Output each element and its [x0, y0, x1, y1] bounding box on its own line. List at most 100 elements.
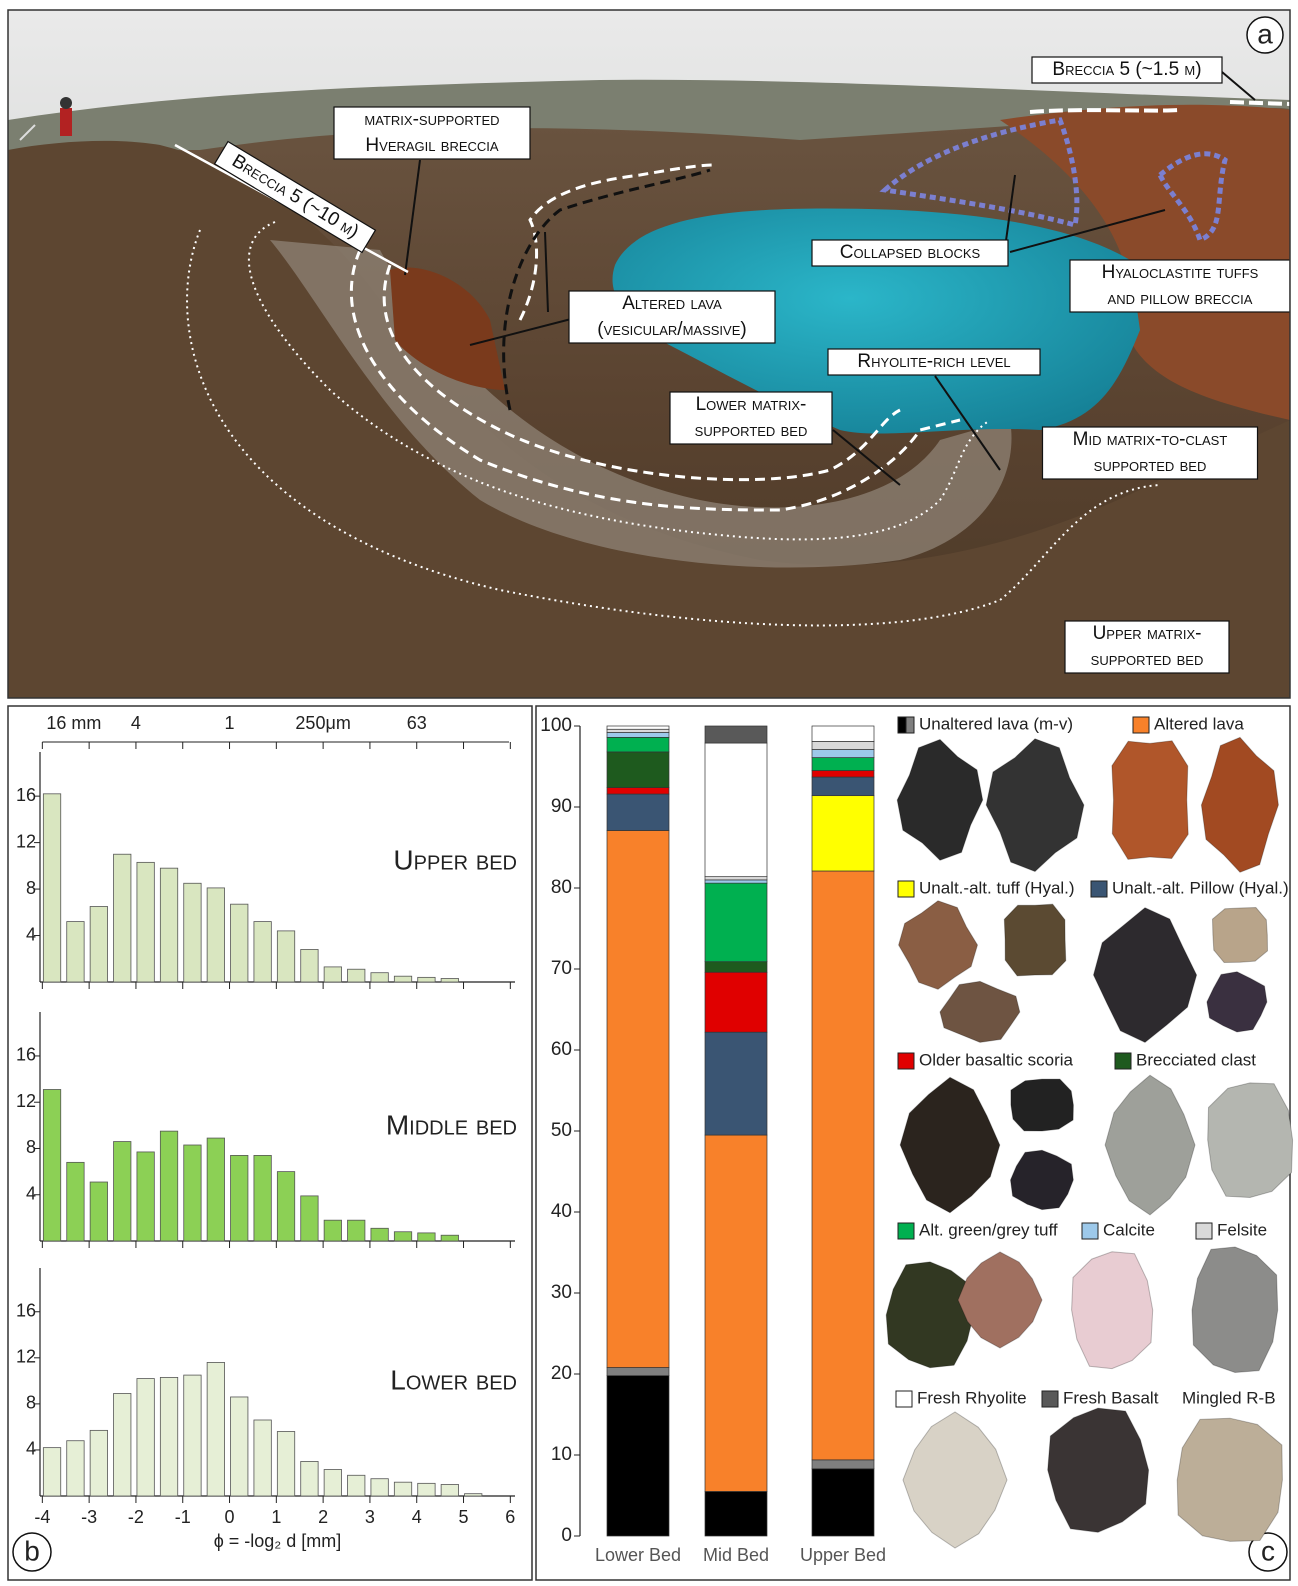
legend-swatch — [1132, 716, 1150, 734]
annotation-text: supported bed — [1094, 455, 1207, 476]
bar-segment — [704, 742, 768, 878]
histogram-bar — [370, 1227, 389, 1242]
clast-photo — [1111, 740, 1189, 860]
annotation-text: Lower matrix- — [696, 394, 807, 415]
annotation-box — [1031, 56, 1223, 84]
histogram-bar — [136, 861, 155, 983]
histogram-bar — [66, 921, 85, 983]
histogram-bar — [323, 966, 342, 983]
histogram-bar — [393, 975, 413, 983]
histogram-bar — [42, 1089, 62, 1242]
x-tick-label: 3 — [365, 1507, 375, 1527]
bar-segment — [704, 882, 768, 963]
y-tick-label: 40 — [551, 1201, 572, 1222]
legend-label: Alt. green/grey tuff — [919, 1220, 1058, 1239]
annotation-text: Hyaloclastite tuffs — [1102, 262, 1259, 283]
x-tick-label: Lower Bed — [595, 1545, 681, 1565]
annotation-box — [811, 239, 1009, 267]
y-tick-label: 12 — [16, 1347, 36, 1367]
y-tick-label: 4 — [26, 1183, 36, 1203]
y-tick-label: 12 — [16, 1091, 36, 1111]
histogram-bar — [393, 1231, 413, 1242]
legend-label: Unalt.-alt. tuff (Hyal.) — [919, 878, 1075, 897]
annotation: Upper matrix-supported bed — [1064, 620, 1230, 674]
annotation-text: (vesicular/massive) — [597, 319, 746, 340]
bar-segment — [704, 725, 768, 744]
y-tick-label: 0 — [561, 1525, 572, 1546]
clast-photo — [896, 738, 984, 861]
y-tick-label: 16 — [16, 1045, 36, 1065]
clast-photo — [985, 738, 1085, 873]
y-tick-label: 30 — [551, 1282, 572, 1303]
histogram-bar — [136, 1151, 155, 1242]
legend-label: Older basaltic scoria — [919, 1050, 1074, 1069]
bar-segment — [704, 1491, 768, 1537]
annotation: Lower matrix-supported bed — [669, 391, 833, 445]
legend-swatch — [897, 880, 915, 898]
clast-photo — [1206, 971, 1268, 1033]
clast-photo — [885, 1261, 975, 1369]
histogram-bar — [206, 1137, 225, 1242]
y-tick-label: 16 — [16, 1301, 36, 1321]
top-tick-label: 4 — [131, 713, 141, 733]
clast-photo — [1104, 1074, 1196, 1216]
histogram-bar — [347, 968, 366, 983]
histogram-bar — [66, 1440, 85, 1497]
histogram-bar — [113, 1393, 132, 1497]
panel-b-frame — [7, 705, 533, 1581]
bar-segment — [606, 728, 670, 733]
panel-label: a — [1257, 18, 1273, 49]
clast-photo — [1211, 906, 1269, 964]
clast-photo — [1047, 1407, 1150, 1533]
histogram-bar — [183, 1374, 202, 1497]
histogram-bar — [417, 1232, 436, 1242]
panel-label-circle — [1248, 1532, 1288, 1572]
y-tick-label: 80 — [551, 877, 572, 898]
top-tick-label: 16 mm — [46, 713, 101, 733]
clast-photo — [1010, 1078, 1074, 1132]
clast-photo — [1071, 1251, 1154, 1370]
bar-segment — [811, 725, 875, 742]
histogram-title: Lower bed — [390, 1364, 517, 1395]
histogram-bar — [89, 1181, 108, 1242]
bar-segment — [606, 793, 670, 831]
y-tick-label: 8 — [26, 1137, 36, 1157]
clast-photo — [1003, 903, 1067, 977]
y-tick-label: 20 — [551, 1363, 572, 1384]
x-tick-label: 6 — [505, 1507, 515, 1527]
legend-label: Mingled R-B — [1182, 1388, 1276, 1407]
clast-photo — [1092, 907, 1198, 1043]
annotation-text: matrix-supported — [364, 109, 499, 130]
panel-label: b — [24, 1535, 40, 1566]
bar-segment — [704, 876, 768, 881]
histogram-bar — [66, 1161, 85, 1242]
annotation-box — [333, 106, 531, 160]
legend-label: Felsite — [1217, 1220, 1267, 1239]
histogram-bar — [253, 1155, 272, 1242]
x-tick-label: 4 — [412, 1507, 422, 1527]
histogram-bar — [159, 1130, 179, 1242]
y-tick-label: 12 — [16, 831, 36, 851]
annotation-text: Mid matrix-to-clast — [1073, 429, 1228, 450]
bar-segment — [606, 732, 670, 738]
annotation: Rhyolite-rich level — [827, 348, 1041, 376]
legend-label: Brecciated clast — [1136, 1050, 1256, 1069]
clast-photo — [1176, 1417, 1283, 1542]
top-tick-label: 63 — [407, 713, 427, 733]
bar-segment — [811, 749, 875, 758]
y-tick-label: 100 — [540, 715, 572, 736]
annotation-box — [213, 140, 377, 254]
legend-swatch — [1114, 1052, 1132, 1070]
histogram-bar — [42, 1447, 62, 1497]
histogram-bar — [113, 1141, 132, 1242]
panel-label: c — [1261, 1535, 1275, 1566]
annotation-text: Upper matrix- — [1093, 623, 1202, 644]
legend-swatch — [1041, 1390, 1059, 1408]
y-tick-label: 16 — [16, 785, 36, 805]
histogram-bar — [253, 1419, 272, 1497]
y-tick-label: 4 — [26, 1439, 36, 1459]
bar-segment — [811, 757, 875, 771]
clast-photo — [899, 1076, 1001, 1214]
